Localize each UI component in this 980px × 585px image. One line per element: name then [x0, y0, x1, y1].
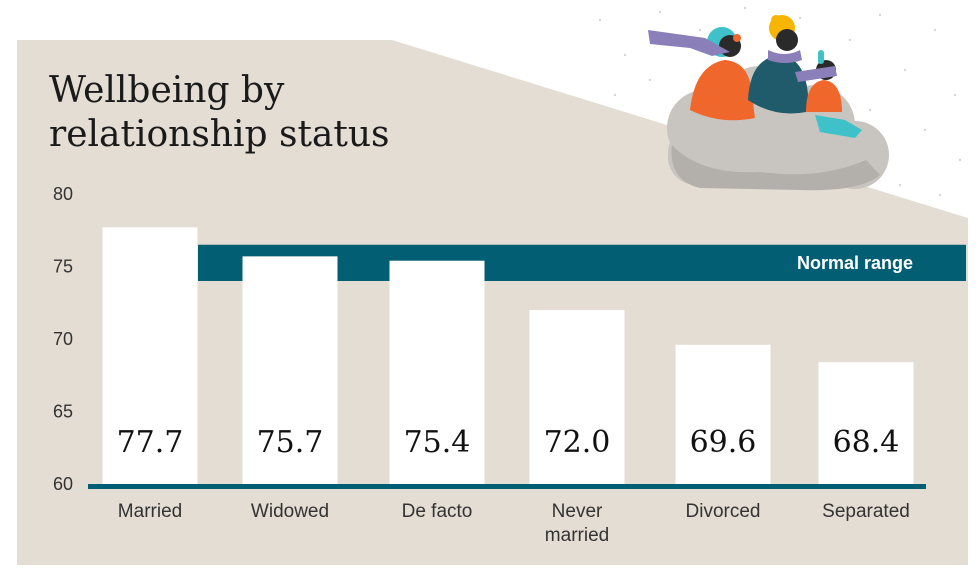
x-tick-label: Separated	[822, 501, 910, 522]
x-tick-label: Widowed	[251, 501, 329, 522]
data-label: 77.7	[117, 425, 184, 460]
x-tick-label: married	[545, 525, 609, 546]
x-axis-line	[88, 484, 926, 489]
bar-widowed	[242, 256, 338, 484]
y-tick-label: 80	[53, 184, 73, 204]
x-tick-label: Never	[552, 501, 603, 522]
data-label: 75.7	[257, 425, 324, 460]
bar-de-facto	[389, 260, 485, 484]
data-label: 72.0	[544, 425, 611, 460]
labels-layer: 77.7 Married 75.7 Widowed 75.4 De facto 72.0 Ne…	[117, 425, 910, 546]
data-label: 68.4	[833, 425, 900, 460]
bars-layer	[102, 227, 914, 484]
snow-dots	[598, 6, 962, 197]
people-on-cloud-illustration	[598, 6, 962, 197]
bar-divorced	[675, 344, 771, 484]
y-tick-label: 70	[53, 329, 73, 349]
x-tick-label: Divorced	[686, 501, 761, 522]
cloud-shadow	[671, 145, 880, 191]
data-label: 69.6	[690, 425, 757, 460]
y-tick-label: 75	[53, 257, 73, 277]
figure-middle	[748, 15, 808, 114]
bar-married	[102, 227, 198, 484]
y-tick-label: 60	[53, 474, 73, 494]
chart-title-line: Wellbeing by	[49, 70, 285, 111]
figure-right	[795, 50, 862, 138]
x-tick-label: Married	[118, 501, 182, 522]
chart-title-line: relationship status	[49, 114, 390, 155]
bar-separated	[818, 362, 914, 484]
x-tick-label: De facto	[402, 501, 473, 522]
normal-range-label: Normal range	[797, 253, 913, 273]
axis-layer: 60 65 70 75 80	[53, 184, 926, 494]
data-label: 75.4	[404, 425, 471, 460]
y-tick-label: 65	[53, 402, 73, 422]
bar-never-married	[529, 310, 625, 484]
figure-left	[648, 27, 755, 121]
